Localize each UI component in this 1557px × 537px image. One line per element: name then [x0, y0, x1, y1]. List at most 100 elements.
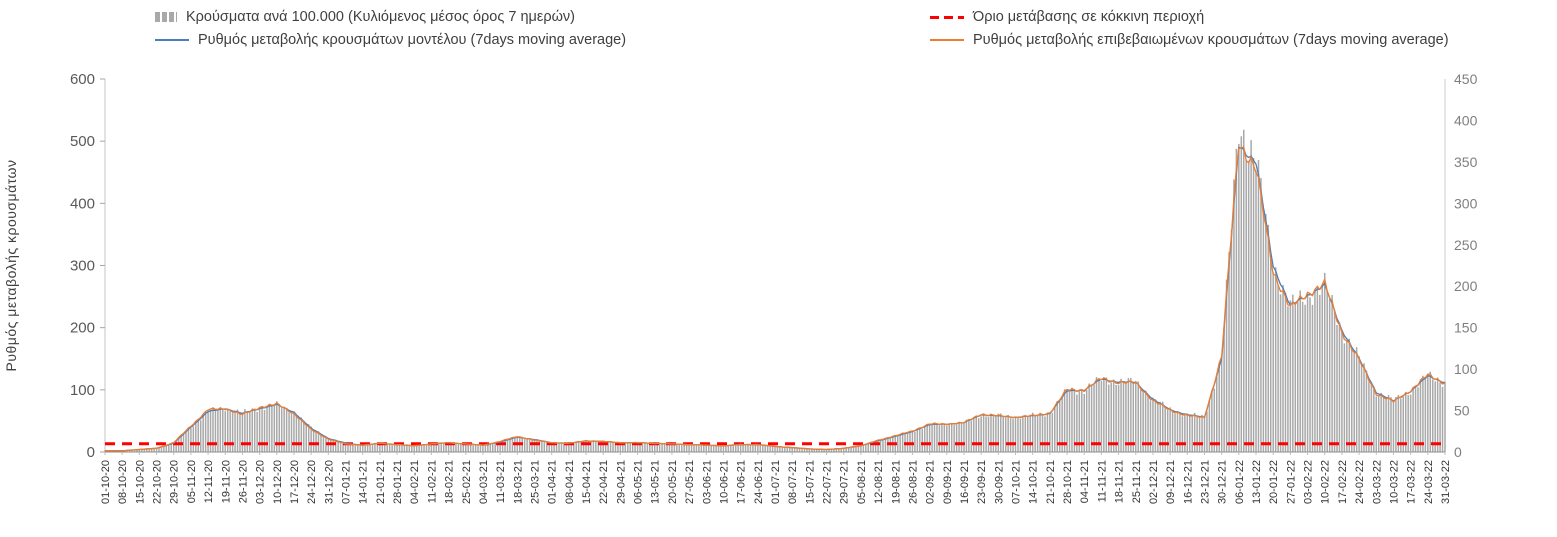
bar: [1373, 386, 1375, 452]
bar: [1142, 392, 1144, 452]
bar: [1238, 143, 1240, 452]
bar: [165, 445, 168, 452]
bar: [639, 442, 641, 452]
bar: [1250, 140, 1252, 452]
bar: [1355, 347, 1358, 452]
bar: [1211, 391, 1213, 452]
bar: [624, 442, 627, 452]
bar: [1100, 381, 1103, 452]
bar: [855, 446, 857, 452]
bar: [577, 440, 580, 452]
bar: [357, 444, 359, 452]
bar: [158, 447, 160, 452]
bar: [693, 445, 695, 452]
x-tick-label: 04-03-21: [478, 460, 490, 504]
bar: [1122, 381, 1125, 452]
bar: [1009, 418, 1012, 452]
bar: [1137, 381, 1139, 452]
bar: [786, 447, 789, 452]
bar: [1068, 392, 1071, 452]
bar: [202, 414, 204, 452]
bar: [482, 445, 484, 452]
x-tick-label: 31-03-22: [1440, 460, 1452, 504]
bar: [599, 440, 602, 452]
bar: [926, 424, 928, 452]
bar: [546, 441, 548, 452]
chart-legend: Κρούσματα ανά 100.000 (Κυλιόμενος μέσος …: [0, 0, 1557, 58]
bar: [882, 440, 884, 452]
bar: [1198, 416, 1201, 452]
bar: [700, 444, 703, 452]
bar: [1014, 416, 1017, 452]
bar: [658, 442, 661, 452]
bar: [585, 440, 587, 452]
bar: [761, 444, 764, 452]
y-axis-right-tick-label: 100: [1454, 361, 1478, 377]
bar: [604, 441, 607, 452]
bar: [1392, 401, 1395, 452]
y-axis-right-tick-label: 250: [1454, 237, 1478, 253]
bar: [1019, 419, 1022, 452]
bar: [1225, 279, 1228, 452]
bar: [1350, 349, 1353, 452]
bar: [651, 442, 654, 452]
bars-series: [104, 129, 1446, 452]
bar: [1027, 416, 1029, 452]
x-tick-label: 26-08-21: [907, 460, 919, 504]
bar: [1240, 136, 1243, 452]
bar: [455, 443, 457, 452]
x-tick-label: 10-02-22: [1320, 460, 1332, 504]
y-axis-left: 0 100 200 300 400 500 600: [70, 71, 105, 461]
bar: [784, 447, 786, 452]
bar: [879, 440, 882, 452]
bar: [1157, 403, 1159, 452]
bar: [857, 446, 860, 452]
x-tick-label: 15-07-21: [804, 460, 816, 504]
x-tick-label: 27-01-22: [1285, 460, 1297, 504]
y-axis-left-tick-label: 100: [70, 382, 95, 399]
bar: [150, 448, 153, 452]
x-tick-label: 13-01-22: [1251, 460, 1263, 504]
y-axis-left-tick-label: 200: [70, 320, 95, 337]
x-tick-label: 03-06-21: [701, 460, 713, 504]
bar: [791, 448, 793, 452]
bar: [526, 438, 528, 452]
x-tick-label: 07-10-21: [1011, 460, 1023, 504]
x-tick-label: 03-03-22: [1371, 460, 1383, 504]
bar: [909, 431, 911, 452]
bar: [1233, 179, 1235, 452]
bar: [1066, 389, 1068, 452]
confirmed-line-swatch-icon: [930, 39, 964, 41]
bar: [376, 443, 379, 452]
bar: [214, 410, 217, 452]
bar: [1166, 408, 1169, 452]
bar: [703, 445, 705, 452]
bar: [1390, 397, 1392, 452]
bar: [1292, 294, 1294, 452]
x-tick-label: 11-03-21: [495, 460, 507, 503]
legend-label-confirmed-rate: Ρυθμός μεταβολής επιβεβαιωμένων κρουσμάτ…: [973, 32, 1449, 48]
bar: [315, 430, 317, 452]
bar: [1397, 394, 1400, 452]
bar: [1098, 377, 1100, 452]
bar: [609, 441, 612, 452]
bar: [1117, 385, 1120, 452]
bar: [842, 447, 845, 452]
confirmed-line: [104, 146, 1446, 452]
bar: [263, 410, 266, 452]
bar: [754, 444, 757, 452]
bar: [1083, 393, 1085, 452]
bar: [187, 428, 190, 452]
x-tick-label: 30-09-21: [993, 460, 1005, 504]
bar: [580, 441, 582, 452]
bar: [587, 441, 590, 452]
bar: [744, 444, 747, 452]
x-tick-label: 08-07-21: [787, 460, 799, 504]
bar: [185, 431, 187, 452]
bar: [911, 431, 914, 452]
x-tick-label: 09-09-21: [942, 460, 954, 504]
bar: [538, 440, 541, 452]
bar: [506, 439, 509, 452]
bar: [523, 439, 526, 452]
bar: [997, 413, 1000, 452]
